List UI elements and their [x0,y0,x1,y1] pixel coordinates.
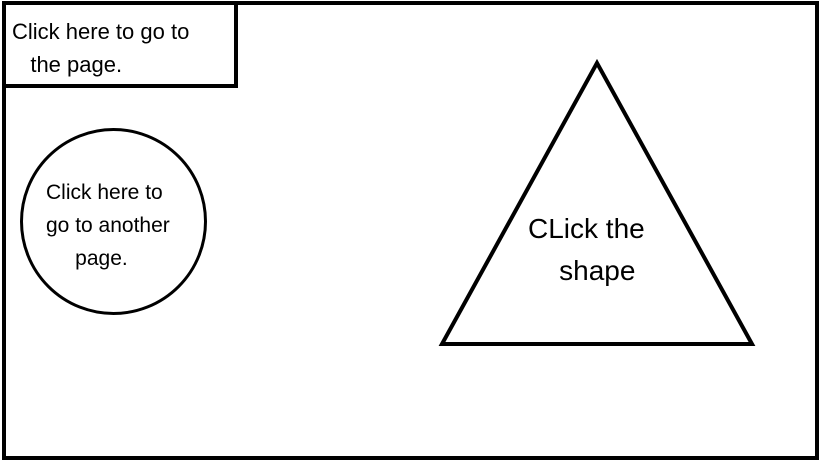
shape-link-container[interactable]: CLick the shape [438,58,758,350]
another-page-circle-label: Click here to go to another page. [46,181,170,270]
clickable-triangle-shape[interactable] [438,58,756,346]
shape-link-label: CLick the shape [528,213,645,286]
another-page-circle-link[interactable]: Click here to go to another page. [20,128,207,315]
triangle-shape-icon[interactable] [438,58,758,350]
go-to-page-link-box[interactable]: Click here to go to the page. [2,1,238,88]
go-to-page-link-label: Click here to go to the page. [12,19,190,77]
